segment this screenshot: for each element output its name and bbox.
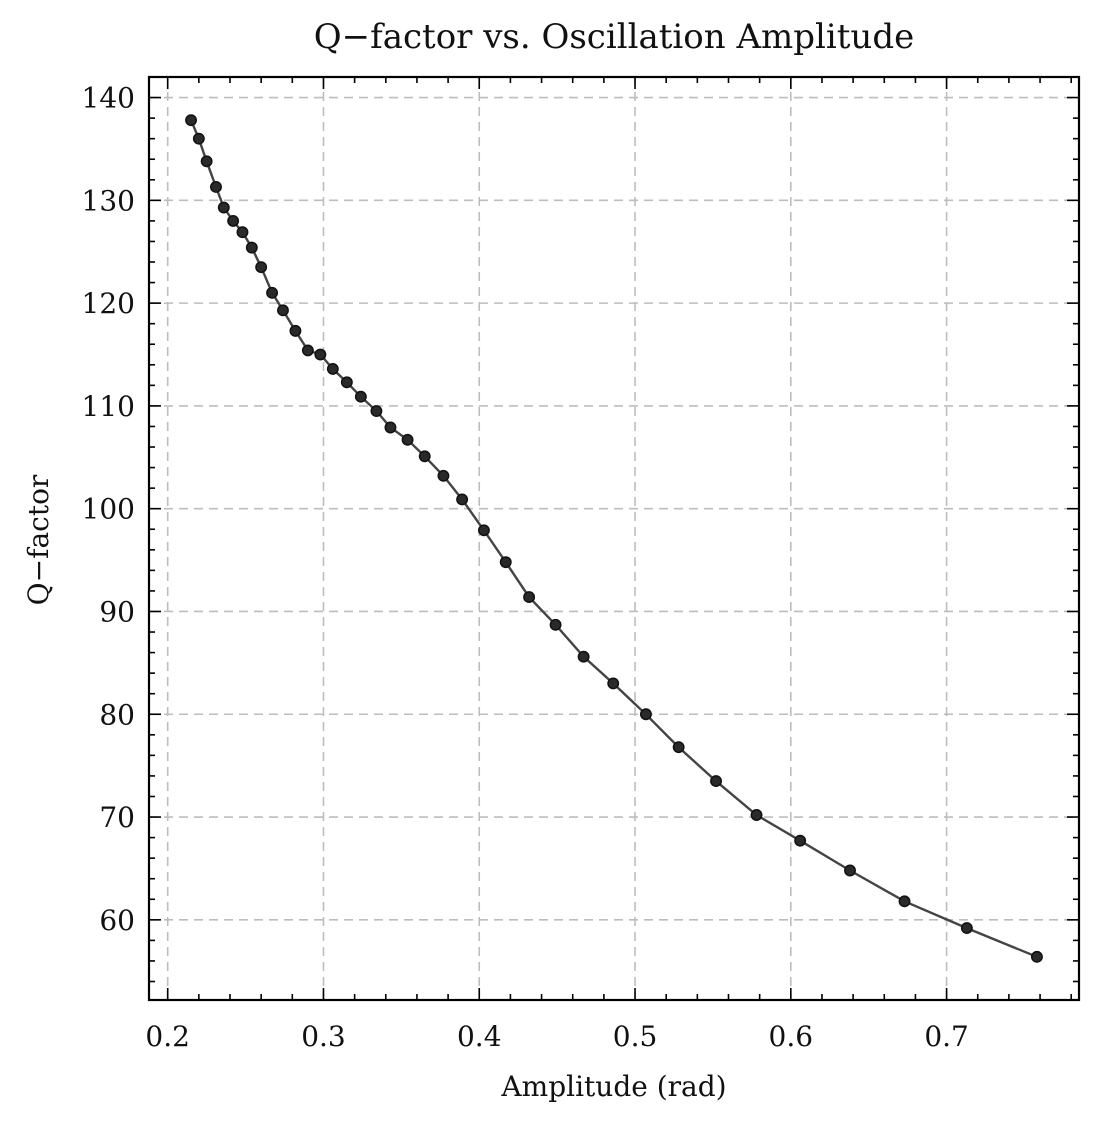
y-tick-label: 140	[82, 82, 135, 115]
data-point	[289, 324, 302, 337]
axis-ticks	[149, 76, 1079, 1000]
data-point	[499, 556, 512, 569]
chart-title: Q−factor vs. Oscillation Amplitude	[314, 17, 914, 57]
data-point	[217, 201, 230, 214]
data-point	[185, 114, 198, 127]
y-tick-label: 100	[82, 493, 135, 526]
data-point	[340, 376, 353, 389]
data-point	[844, 864, 856, 877]
data-point	[437, 469, 450, 482]
series-quality-factor	[185, 114, 1043, 963]
data-point	[607, 677, 620, 690]
y-tick-labels: 60 70 80 90 100 110 120 130 140	[82, 82, 135, 937]
plot-frame	[147, 75, 1081, 1002]
data-point	[227, 214, 240, 227]
data-point	[277, 304, 289, 317]
data-point	[314, 348, 327, 361]
data-point	[577, 650, 590, 663]
y-tick-label: 70	[99, 801, 135, 834]
data-point	[418, 450, 431, 463]
data-point	[960, 922, 973, 935]
data-point	[245, 241, 258, 254]
data-point	[354, 390, 367, 403]
x-tick-label: 0.2	[145, 1020, 190, 1053]
data-point	[456, 493, 469, 506]
data-point	[370, 405, 383, 417]
x-tick-label: 0.5	[613, 1020, 658, 1053]
data-point	[236, 226, 249, 239]
x-tick-label: 0.7	[924, 1020, 969, 1053]
data-point	[266, 286, 279, 299]
data-point	[326, 362, 339, 375]
data-point	[672, 741, 685, 754]
y-axis-label: Q−factor	[22, 474, 55, 605]
data-point	[898, 895, 911, 908]
data-point	[301, 344, 314, 357]
data-point	[384, 421, 397, 434]
y-tick-label: 110	[82, 390, 135, 423]
data-point	[750, 809, 763, 821]
y-tick-label: 60	[99, 904, 135, 937]
y-tick-label: 120	[82, 287, 135, 320]
x-tick-labels: 0.2 0.3 0.4 0.5 0.6 0.7	[145, 1020, 968, 1053]
data-point	[794, 834, 807, 847]
data-point	[549, 618, 562, 631]
x-axis-label: Amplitude (rad)	[500, 1070, 726, 1103]
grid	[149, 77, 1079, 1000]
y-tick-label: 130	[82, 184, 135, 217]
x-tick-label: 0.3	[301, 1020, 346, 1053]
data-point	[401, 433, 414, 446]
series-line	[189, 119, 1038, 958]
y-tick-label: 80	[99, 698, 135, 731]
data-point	[255, 261, 268, 274]
data-point	[1030, 950, 1043, 963]
data-point	[710, 775, 722, 788]
x-tick-label: 0.4	[457, 1020, 502, 1053]
y-tick-label: 90	[99, 595, 135, 628]
data-point	[523, 591, 536, 604]
data-point	[477, 524, 490, 537]
data-point	[192, 132, 205, 145]
data-point	[200, 155, 213, 168]
data-point	[639, 708, 652, 721]
x-tick-label: 0.6	[769, 1020, 814, 1053]
data-point	[210, 181, 222, 193]
